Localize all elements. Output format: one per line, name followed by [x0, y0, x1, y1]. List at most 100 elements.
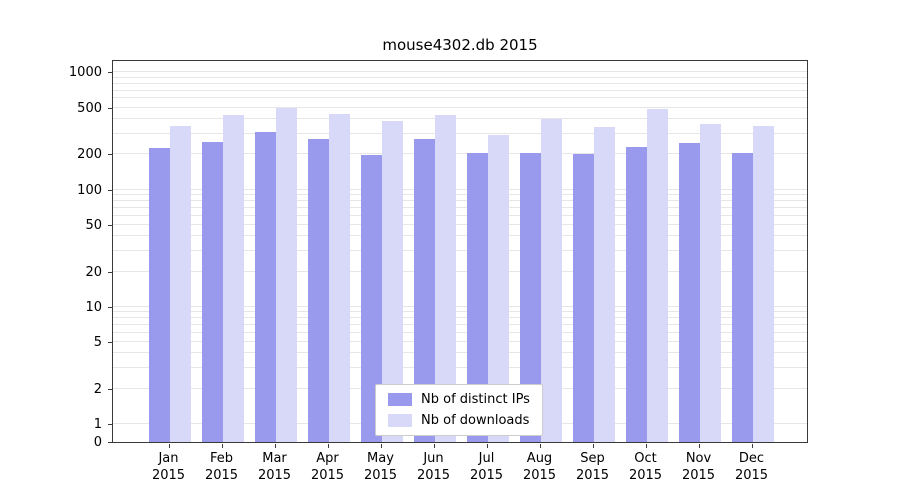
- bar-distinct-ips: [413, 138, 435, 442]
- gridline: [113, 223, 807, 225]
- y-tick-label: 500: [77, 100, 102, 116]
- bar-downloads: [434, 115, 456, 442]
- legend-item-downloads: Nb of downloads: [388, 413, 530, 428]
- y-tick-label: 0: [93, 435, 102, 450]
- x-tick-mark: [486, 444, 488, 448]
- bar-downloads: [752, 125, 774, 442]
- legend: Nb of distinct IPs Nb of downloads: [375, 384, 543, 436]
- gridline: [113, 206, 807, 208]
- gridline: [113, 331, 807, 333]
- bar-downloads: [381, 120, 403, 442]
- gridline: [113, 153, 807, 155]
- bar-downloads: [328, 114, 350, 442]
- y-tick-mark: [108, 342, 112, 344]
- gridline: [113, 82, 807, 84]
- x-tick-label: Jun 2015: [416, 451, 451, 483]
- gridline: [113, 76, 807, 78]
- x-tick-mark: [327, 444, 329, 448]
- legend-swatch-distinct-ips: [388, 393, 412, 406]
- y-tick-mark: [108, 154, 112, 156]
- gridline: [113, 118, 807, 120]
- y-tick-label: 20: [85, 264, 102, 280]
- chart-title: mouse4302.db 2015: [382, 36, 538, 54]
- gridline: [113, 132, 807, 134]
- bar-distinct-ips: [519, 152, 541, 442]
- x-tick-mark: [751, 444, 753, 448]
- gridline: [113, 89, 807, 91]
- legend-label-downloads: Nb of downloads: [421, 413, 530, 428]
- gridline: [113, 367, 807, 369]
- gridline: [113, 199, 807, 201]
- y-tick-mark: [108, 271, 112, 273]
- y-tick-mark: [108, 442, 112, 443]
- y-tick-mark: [108, 189, 112, 191]
- gridline: [113, 97, 807, 99]
- bar-distinct-ips: [148, 148, 170, 442]
- y-tick-label: 50: [85, 217, 102, 233]
- x-tick-mark: [698, 444, 700, 448]
- x-tick-mark: [539, 444, 541, 448]
- bar-distinct-ips: [254, 131, 276, 442]
- bar-downloads: [646, 108, 668, 442]
- bar-distinct-ips: [360, 155, 382, 442]
- x-tick-label: May 2015: [363, 451, 398, 483]
- gridline: [113, 235, 807, 237]
- legend-item-distinct-ips: Nb of distinct IPs: [388, 392, 530, 407]
- y-tick-mark: [108, 388, 112, 390]
- bar-distinct-ips: [466, 152, 488, 442]
- gridline: [113, 106, 807, 108]
- legend-label-distinct-ips: Nb of distinct IPs: [421, 392, 530, 407]
- y-axis: 1000 500 200 100 50 20 10 5 2 1 0: [48, 60, 112, 450]
- x-tick-label: Mar 2015: [257, 451, 292, 483]
- y-tick-mark: [108, 107, 112, 109]
- y-tick-label: 10: [85, 299, 102, 315]
- y-tick-mark: [108, 306, 112, 308]
- gridline: [113, 193, 807, 195]
- x-tick-label: Nov 2015: [681, 451, 716, 483]
- bar-downloads: [169, 125, 191, 442]
- legend-swatch-downloads: [388, 414, 412, 427]
- y-tick-label: 5: [93, 335, 102, 351]
- plot-area: Nb of distinct IPs Nb of downloads: [112, 60, 808, 443]
- x-tick-mark: [592, 444, 594, 448]
- gridline: [113, 311, 807, 313]
- x-axis: Jan 2015 Feb 2015 Mar 2015 Apr 2015 May 2015 Jun 20…: [112, 444, 808, 484]
- bar-downloads: [487, 134, 509, 442]
- y-tick-mark: [108, 72, 112, 74]
- x-tick-label: Feb 2015: [204, 451, 239, 483]
- x-tick-label: Dec 2015: [734, 451, 769, 483]
- y-tick-label: 1000: [68, 65, 102, 81]
- bar-downloads: [593, 127, 615, 442]
- x-tick-label: Jul 2015: [469, 451, 504, 483]
- bar-distinct-ips: [731, 152, 753, 442]
- bar-distinct-ips: [307, 139, 329, 442]
- x-tick-mark: [380, 444, 382, 448]
- gridline: [113, 71, 807, 73]
- bar-distinct-ips: [625, 147, 647, 442]
- x-tick-label: Apr 2015: [310, 451, 345, 483]
- gridline: [113, 249, 807, 251]
- y-tick-label: 100: [77, 182, 102, 198]
- bar-distinct-ips: [678, 142, 700, 442]
- y-tick-mark: [108, 224, 112, 226]
- gridline: [113, 188, 807, 190]
- x-tick-mark: [168, 444, 170, 448]
- x-tick-mark: [221, 444, 223, 448]
- x-tick-label: Jan 2015: [151, 451, 186, 483]
- bar-downloads: [222, 115, 244, 442]
- y-tick-label: 200: [77, 147, 102, 163]
- x-tick-label: Aug 2015: [522, 451, 557, 483]
- gridline: [113, 317, 807, 319]
- x-tick-mark: [433, 444, 435, 448]
- bar-downloads: [275, 108, 297, 442]
- gridline: [113, 341, 807, 343]
- gridline: [113, 323, 807, 325]
- x-tick-label: Sep 2015: [575, 451, 610, 483]
- gridline: [113, 270, 807, 272]
- bar-distinct-ips: [201, 141, 223, 442]
- x-tick-label: Oct 2015: [628, 451, 663, 483]
- bar-downloads: [699, 123, 721, 442]
- gridline: [113, 214, 807, 216]
- gridline: [113, 305, 807, 307]
